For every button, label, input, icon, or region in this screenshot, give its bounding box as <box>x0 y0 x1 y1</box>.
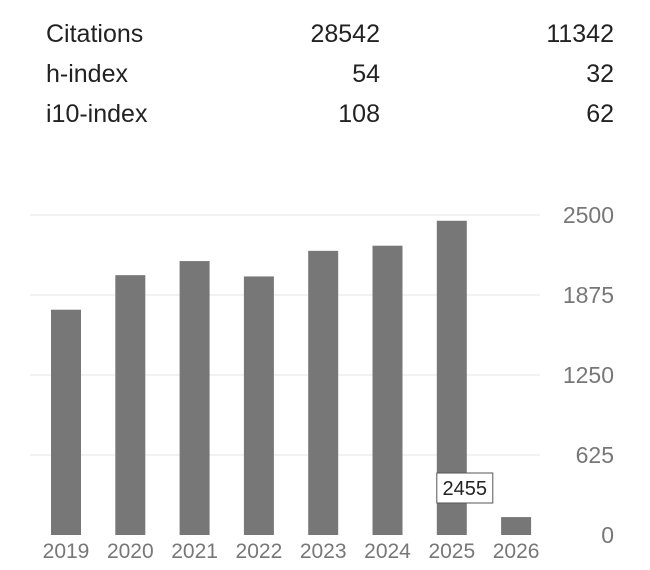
stat-recent-value: 62 <box>586 100 614 128</box>
x-tick-label: 2024 <box>364 540 411 563</box>
citations-per-year-chart: 2019 2020 2021 2022 2023 2024 2025 2026 0 625 125… <box>30 202 614 563</box>
tooltip-value: 2455 <box>443 478 488 500</box>
stat-recent-value: 11342 <box>546 20 614 48</box>
bar-2024[interactable] <box>372 245 403 535</box>
tooltip-box <box>436 472 494 504</box>
x-tick-label: 2023 <box>300 540 347 563</box>
stat-label[interactable]: h-index <box>46 60 128 88</box>
bar-2020[interactable] <box>115 275 146 535</box>
x-tick-label: 2025 <box>428 540 475 563</box>
citation-stats-table: Citations 28542 11342 h-index 54 32 i10-… <box>46 14 616 134</box>
y-tick-label: 2500 <box>563 202 614 228</box>
bar-2019[interactable] <box>51 309 81 535</box>
bar-2026[interactable] <box>501 517 532 535</box>
x-axis-ticks: 2019 2020 2021 2022 2023 2024 2025 2026 <box>43 540 540 563</box>
y-tick-label: 1250 <box>563 362 614 388</box>
y-tick-label: 625 <box>576 442 614 468</box>
x-tick-label: 2026 <box>493 540 540 563</box>
y-axis-ticks: 0 625 1250 1875 2500 <box>563 202 614 548</box>
x-tick-label: 2020 <box>107 540 154 563</box>
y-tick-label: 1875 <box>563 282 614 308</box>
stat-all-value: 54 <box>352 60 380 88</box>
stats-row-h-index: h-index 54 32 <box>46 54 616 94</box>
y-tick-label: 0 <box>601 522 614 548</box>
stat-label[interactable]: i10-index <box>46 100 148 128</box>
bar-2022[interactable] <box>243 276 274 535</box>
x-tick-label: 2022 <box>236 540 283 563</box>
bar-2021[interactable] <box>179 261 210 535</box>
x-tick-label: 2019 <box>43 540 90 563</box>
stats-row-i10-index: i10-index 108 62 <box>46 94 616 134</box>
bar-2023[interactable] <box>308 250 339 535</box>
x-tick-label: 2021 <box>171 540 218 563</box>
stat-recent-value: 32 <box>586 60 614 88</box>
stat-label[interactable]: Citations <box>46 20 144 48</box>
bar-tooltip: 2455 <box>436 472 494 504</box>
stat-all-value: 28542 <box>310 20 380 48</box>
stat-all-value: 108 <box>338 100 380 128</box>
stats-row-citations: Citations 28542 11342 <box>46 14 616 54</box>
